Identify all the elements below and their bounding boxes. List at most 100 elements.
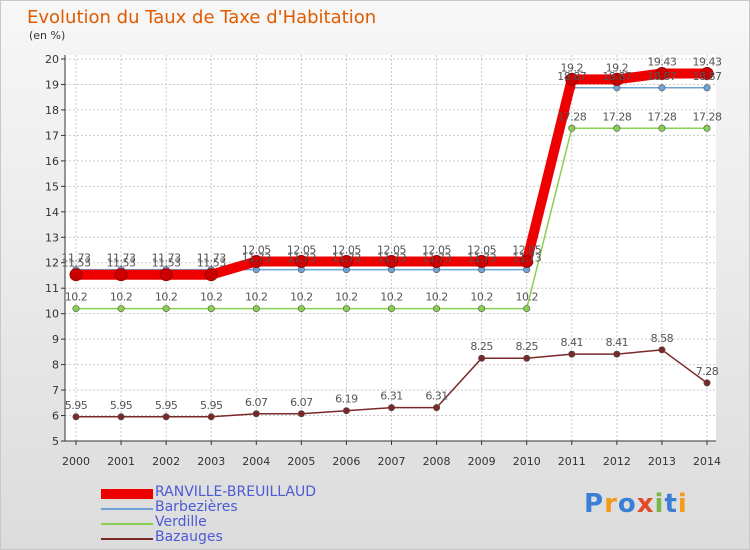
- data-label-1: 11.73: [377, 252, 406, 265]
- data-label-1: 11.73: [107, 252, 136, 265]
- legend-swatch: [101, 488, 153, 499]
- y-tick-label: 13: [45, 231, 59, 244]
- y-tick-label: 17: [45, 129, 59, 142]
- series-point-3: [523, 354, 531, 362]
- y-unit-label: (en %): [29, 29, 66, 42]
- data-label-0: 12.05: [332, 243, 361, 256]
- data-label-2: 17.28: [602, 110, 631, 123]
- data-label-0: 12.05: [242, 243, 271, 256]
- data-label-3: 6.31: [425, 390, 448, 403]
- data-label-3: 7.28: [696, 365, 719, 378]
- series-point-3: [613, 350, 621, 358]
- series-point-2: [72, 305, 80, 313]
- data-label-0: 19.43: [693, 56, 722, 69]
- x-tick-label: 2007: [378, 455, 406, 468]
- data-label-1: 11.73: [62, 252, 91, 265]
- data-label-0: 12.05: [287, 243, 316, 256]
- data-label-2: 10.2: [290, 291, 313, 304]
- data-label-0: 11.53: [107, 257, 136, 270]
- series-point-1: [658, 84, 666, 92]
- data-label-1: 18.87: [557, 70, 586, 83]
- legend-swatch: [101, 537, 153, 540]
- x-tick-label: 2014: [693, 455, 721, 468]
- data-label-1: 11.73: [242, 252, 271, 265]
- x-tick-label: 2004: [242, 455, 270, 468]
- series-point-1: [703, 84, 711, 92]
- data-label-3: 8.25: [470, 340, 493, 353]
- legend-label: Bazauges: [155, 529, 223, 545]
- data-label-1: 11.73: [197, 252, 226, 265]
- x-tick-label: 2013: [648, 455, 676, 468]
- y-tick-label: 8: [52, 359, 59, 372]
- series-point-3: [387, 404, 395, 412]
- series-point-2: [252, 305, 260, 313]
- plot-area: [65, 55, 716, 441]
- y-tick-label: 14: [45, 206, 59, 219]
- series-point-0: [655, 67, 669, 81]
- series-point-0: [430, 254, 444, 268]
- data-label-2: 10.2: [470, 291, 493, 304]
- series-point-3: [117, 413, 125, 421]
- series-point-3: [207, 413, 215, 421]
- data-label-2: 10.2: [515, 291, 538, 304]
- x-tick-label: 2002: [152, 455, 180, 468]
- series-point-0: [249, 254, 263, 268]
- data-label-3: 8.41: [561, 336, 584, 349]
- y-tick-label: 7: [52, 384, 59, 397]
- series-point-0: [520, 254, 534, 268]
- data-label-1: 18.87: [647, 70, 676, 83]
- y-tick-label: 11: [45, 282, 59, 295]
- series-point-2: [703, 124, 711, 132]
- series-point-3: [252, 410, 260, 418]
- legend-label: Barbezières: [155, 499, 238, 515]
- series-point-3: [297, 410, 305, 418]
- x-tick-label: 2008: [423, 455, 451, 468]
- legend-swatch: [101, 522, 153, 525]
- series-point-3: [658, 346, 666, 354]
- data-label-3: 8.25: [515, 340, 538, 353]
- chart-title: Evolution du Taux de Taxe d'Habitation: [27, 7, 377, 28]
- series-point-2: [342, 305, 350, 313]
- series-point-0: [114, 268, 128, 282]
- x-tick-label: 2003: [197, 455, 225, 468]
- data-label-2: 10.2: [155, 291, 178, 304]
- series-point-0: [565, 72, 579, 86]
- data-label-2: 17.28: [647, 110, 676, 123]
- data-label-2: 10.2: [110, 291, 133, 304]
- data-label-1: 11.73: [287, 252, 316, 265]
- data-label-1: 11.73: [422, 252, 451, 265]
- y-tick-label: 6: [52, 410, 59, 423]
- data-label-0: 12.05: [512, 243, 541, 256]
- data-label-2: 10.2: [65, 291, 88, 304]
- series-point-2: [117, 305, 125, 313]
- legend-label: RANVILLE-BREUILLAUD: [155, 484, 316, 500]
- series-point-2: [207, 305, 215, 313]
- series-point-2: [613, 124, 621, 132]
- x-tick-label: 2011: [558, 455, 586, 468]
- data-label-2: 10.2: [245, 291, 268, 304]
- data-label-2: 10.2: [380, 291, 403, 304]
- x-tick-label: 2001: [107, 455, 135, 468]
- data-label-1: 18.87: [693, 70, 722, 83]
- data-label-2: 17.28: [557, 110, 586, 123]
- data-label-1: 11.73: [512, 252, 541, 265]
- data-label-3: 5.95: [65, 399, 88, 412]
- series-point-3: [433, 404, 441, 412]
- series-point-3: [162, 413, 170, 421]
- series-point-0: [159, 268, 173, 282]
- series-point-0: [69, 268, 83, 282]
- data-label-0: 19.2: [561, 61, 584, 74]
- series-point-3: [703, 379, 711, 387]
- series-point-0: [204, 268, 218, 282]
- series-point-0: [294, 254, 308, 268]
- y-tick-label: 9: [52, 333, 59, 346]
- data-label-3: 6.19: [335, 393, 358, 406]
- data-label-2: 10.2: [335, 291, 358, 304]
- series-point-3: [342, 407, 350, 415]
- series-point-2: [658, 124, 666, 132]
- y-tick-label: 16: [45, 155, 59, 168]
- series-point-2: [433, 305, 441, 313]
- data-label-1: 18.87: [602, 70, 631, 83]
